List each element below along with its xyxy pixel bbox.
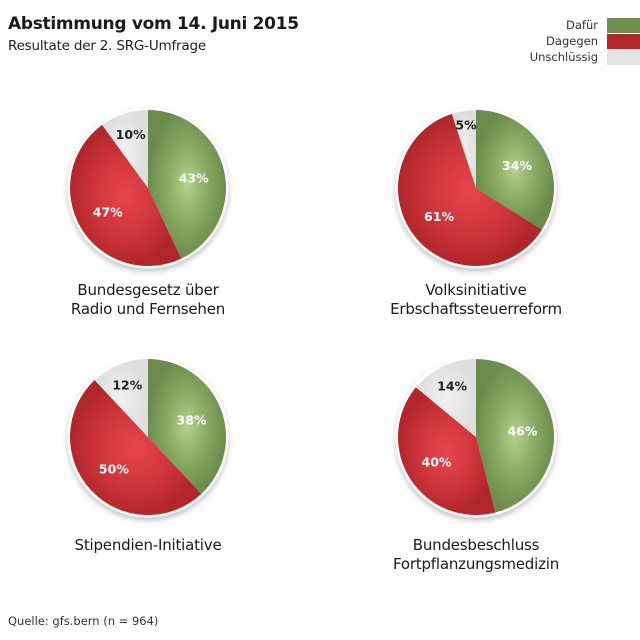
pie-volksinitiative-erbschaftssteuerreform: 34% 61% 5%: [395, 107, 557, 269]
slice-dafuer: [476, 359, 554, 513]
label-dafuer: 34%: [502, 158, 532, 173]
slice-dafuer: [148, 359, 226, 494]
legend-item-dagegen: Dagegen: [530, 33, 640, 49]
label-dagegen: 47%: [93, 204, 123, 219]
pie-title-1: Volksinitiative Erbschaftssteuerreform: [336, 281, 616, 319]
chart-title: Abstimmung vom 14. Juni 2015: [8, 14, 299, 34]
slice-unschluessig: [94, 359, 148, 437]
pie-title-line: Radio und Fernsehen: [70, 300, 226, 318]
legend-item-unschluessig: Unschlüssig: [530, 49, 640, 65]
slice-dafuer: [476, 110, 554, 230]
pie-bundesgesetz-radio-fernsehen: 43% 47% 10%: [67, 107, 229, 269]
pie-title-line: Erbschaftssteuerreform: [390, 300, 562, 318]
slice-unschluessig: [415, 359, 476, 437]
pie-title-line: Stipendien-Initiative: [74, 536, 222, 554]
legend-swatch-gray: [607, 49, 640, 65]
slice-dagegen: [69, 124, 182, 267]
legend-item-dafuer: Dafür: [530, 17, 640, 33]
legend-swatch-red: [607, 33, 640, 49]
legend-label: Dafür: [566, 18, 598, 32]
slice-unschluessig: [102, 110, 148, 188]
label-dagegen: 40%: [422, 455, 452, 470]
legend-label: Unschlüssig: [529, 50, 598, 64]
slice-dagegen: [398, 113, 542, 266]
label-dagegen: 50%: [99, 462, 129, 477]
legend-label: Dagegen: [546, 34, 598, 48]
label-unschluessig: 14%: [437, 379, 467, 394]
pie-title-2: Stipendien-Initiative: [8, 536, 288, 555]
pie-stipendien-initiative: 38% 50% 12%: [67, 356, 229, 518]
pie-title-line: Volksinitiative: [425, 281, 527, 299]
chart-subtitle: Resultate der 2. SRG-Umfrage: [8, 38, 206, 54]
pie-title-line: Bundesbeschluss: [412, 536, 540, 554]
pie-title-line: Fortpflanzungsmedizin: [392, 555, 560, 573]
pie-title-line: Bundesgesetz über: [77, 281, 219, 299]
legend: Dafür Dagegen Unschlüssig: [530, 17, 640, 65]
label-dafuer: 38%: [177, 412, 207, 427]
label-unschluessig: 12%: [112, 377, 142, 392]
legend-swatch-green: [607, 17, 640, 33]
slice-unschluessig: [451, 110, 476, 188]
label-dafuer: 46%: [507, 424, 537, 439]
label-unschluessig: 5%: [455, 117, 477, 132]
pie-title-0: Bundesgesetz über Radio und Fernsehen: [8, 281, 288, 319]
label-dafuer: 43%: [179, 170, 209, 185]
label-dagegen: 61%: [424, 209, 454, 224]
pie-bundesbeschluss-fortpflanzungsmedizin: 46% 40% 14%: [395, 356, 557, 518]
source-note: Quelle: gfs.bern (n = 964): [8, 614, 159, 628]
pie-title-3: Bundesbeschluss Fortpflanzungsmedizin: [336, 536, 616, 574]
slice-dafuer: [148, 110, 226, 259]
slice-dagegen: [70, 380, 202, 515]
slice-dagegen: [397, 387, 496, 515]
label-unschluessig: 10%: [116, 127, 146, 142]
